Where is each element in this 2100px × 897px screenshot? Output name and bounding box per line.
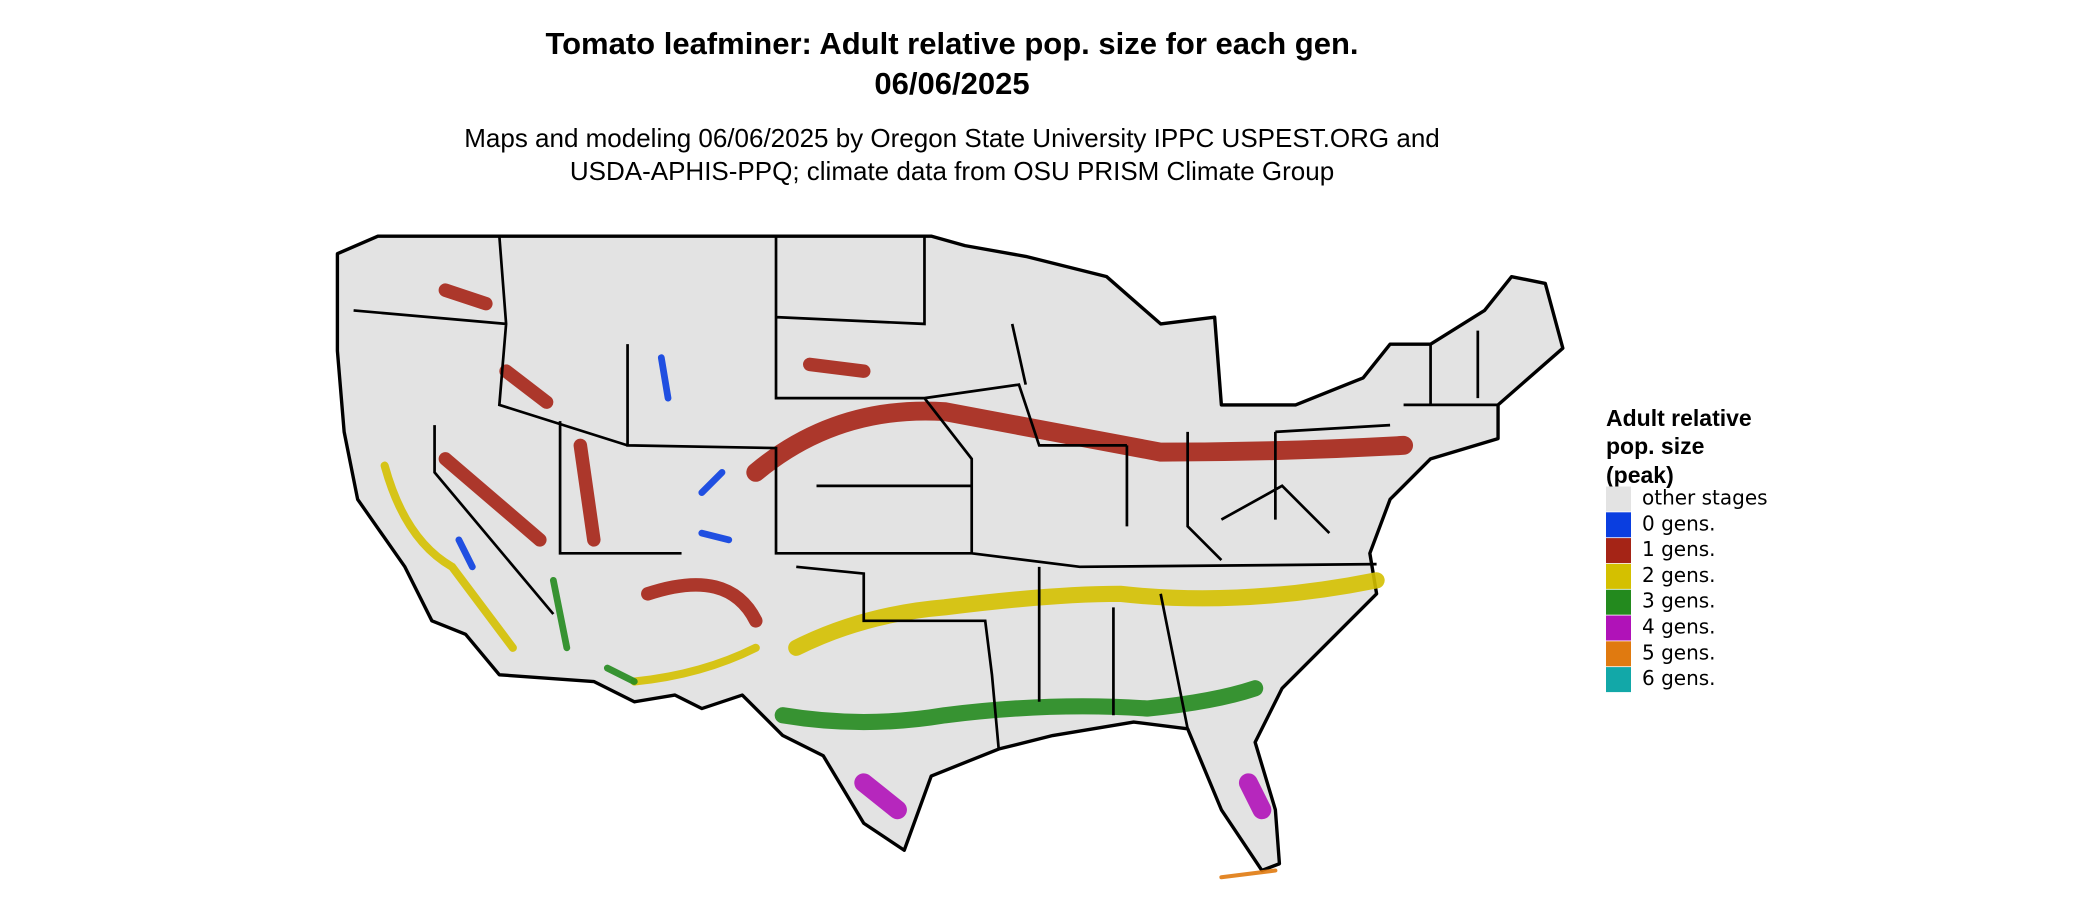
generation-area xyxy=(438,283,871,628)
subtitle: Maps and modeling 06/06/2025 by Oregon S… xyxy=(464,123,1440,153)
generation-area xyxy=(549,576,638,685)
legend-title: Adult relative xyxy=(1606,405,1752,431)
legend-label: 1 gens. xyxy=(1642,537,1716,561)
legend-label: 5 gens. xyxy=(1642,640,1716,664)
generation-area xyxy=(746,401,1414,482)
generation-area xyxy=(774,680,1264,731)
legend-label: 0 gens. xyxy=(1642,511,1716,535)
legend-swatch xyxy=(1606,512,1631,538)
us-map xyxy=(335,234,1565,880)
legend-title: pop. size xyxy=(1606,433,1704,459)
legend-swatch xyxy=(1606,589,1631,615)
generation-area xyxy=(788,572,1385,656)
legend-swatch xyxy=(1606,615,1631,641)
legend: Adult relative pop. size (peak) other st… xyxy=(1606,405,1768,693)
state-borders xyxy=(353,236,1499,750)
title: Tomato leafminer: Adult relative pop. si… xyxy=(545,26,1358,61)
legend-swatch xyxy=(1606,486,1631,512)
generation-area xyxy=(854,773,1272,820)
legend-label: 6 gens. xyxy=(1642,666,1716,690)
generation-area xyxy=(1219,868,1278,880)
legend-label: 3 gens. xyxy=(1642,589,1716,613)
legend-label: 2 gens. xyxy=(1642,563,1716,587)
generation-area xyxy=(380,461,760,686)
title-date: 06/06/2025 xyxy=(874,66,1029,101)
legend-swatch xyxy=(1606,538,1631,564)
generation-area xyxy=(455,354,733,571)
legend-label: other stages xyxy=(1642,486,1768,510)
subtitle: USDA-APHIS-PPQ; climate data from OSU PR… xyxy=(570,156,1334,186)
legend-swatch xyxy=(1606,667,1631,693)
legend-swatch xyxy=(1606,563,1631,589)
legend-swatch xyxy=(1606,641,1631,667)
legend-label: 4 gens. xyxy=(1642,615,1716,639)
legend-title: (peak) xyxy=(1606,462,1674,488)
generation-areas xyxy=(380,283,1414,880)
